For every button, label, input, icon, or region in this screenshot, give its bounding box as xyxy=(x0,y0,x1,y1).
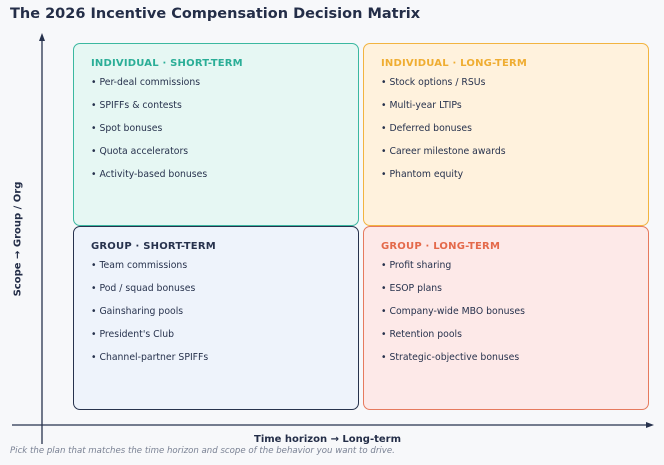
list-item: Team commissions xyxy=(91,259,341,272)
list-item: Activity-based bonuses xyxy=(91,168,341,181)
quadrant-individual-short-term: INDIVIDUAL · SHORT-TERM Per-deal commiss… xyxy=(73,43,359,226)
list-item: Pod / squad bonuses xyxy=(91,282,341,295)
quadrant-heading: GROUP · LONG-TERM xyxy=(381,241,501,252)
list-item: SPIFFs & contests xyxy=(91,99,341,112)
plan-list: Per-deal commissions SPIFFs & contests S… xyxy=(91,76,341,181)
list-item: Strategic-objective bonuses xyxy=(381,351,631,364)
list-item: Channel-partner SPIFFs xyxy=(91,351,341,364)
page-title: The 2026 Incentive Compensation Decision… xyxy=(10,6,421,22)
quadrant-heading: INDIVIDUAL · LONG-TERM xyxy=(381,58,528,69)
footnote: Pick the plan that matches the time hori… xyxy=(10,446,395,456)
quadrant-heading: GROUP · SHORT-TERM xyxy=(91,241,216,252)
quadrant-individual-long-term: INDIVIDUAL · LONG-TERM Stock options / R… xyxy=(363,43,649,226)
x-axis-label: Time horizon → Long-term xyxy=(254,434,402,445)
list-item: Stock options / RSUs xyxy=(381,76,631,89)
list-item: Deferred bonuses xyxy=(381,122,631,135)
y-axis-arrowhead xyxy=(39,33,45,41)
list-item: Retention pools xyxy=(381,328,631,341)
list-item: Company-wide MBO bonuses xyxy=(381,305,631,318)
list-item: ESOP plans xyxy=(381,282,631,295)
x-axis-arrowhead xyxy=(646,422,654,428)
quadrant-group-short-term: GROUP · SHORT-TERM Team commissions Pod … xyxy=(73,226,359,410)
list-item: Spot bonuses xyxy=(91,122,341,135)
list-item: Per-deal commissions xyxy=(91,76,341,89)
plan-list: Profit sharing ESOP plans Company-wide M… xyxy=(381,259,631,364)
quadrant-heading: INDIVIDUAL · SHORT-TERM xyxy=(91,58,243,69)
list-item: Quota accelerators xyxy=(91,145,341,158)
list-item: Career milestone awards xyxy=(381,145,631,158)
list-item: President's Club xyxy=(91,328,341,341)
list-item: Phantom equity xyxy=(381,168,631,181)
list-item: Profit sharing xyxy=(381,259,631,272)
plan-list: Team commissions Pod / squad bonuses Gai… xyxy=(91,259,341,364)
list-item: Gainsharing pools xyxy=(91,305,341,318)
y-axis-label: Scope → Group / Org xyxy=(12,181,24,297)
plan-list: Stock options / RSUs Multi-year LTIPs De… xyxy=(381,76,631,181)
quadrant-group-long-term: GROUP · LONG-TERM Profit sharing ESOP pl… xyxy=(363,226,649,410)
list-item: Multi-year LTIPs xyxy=(381,99,631,112)
